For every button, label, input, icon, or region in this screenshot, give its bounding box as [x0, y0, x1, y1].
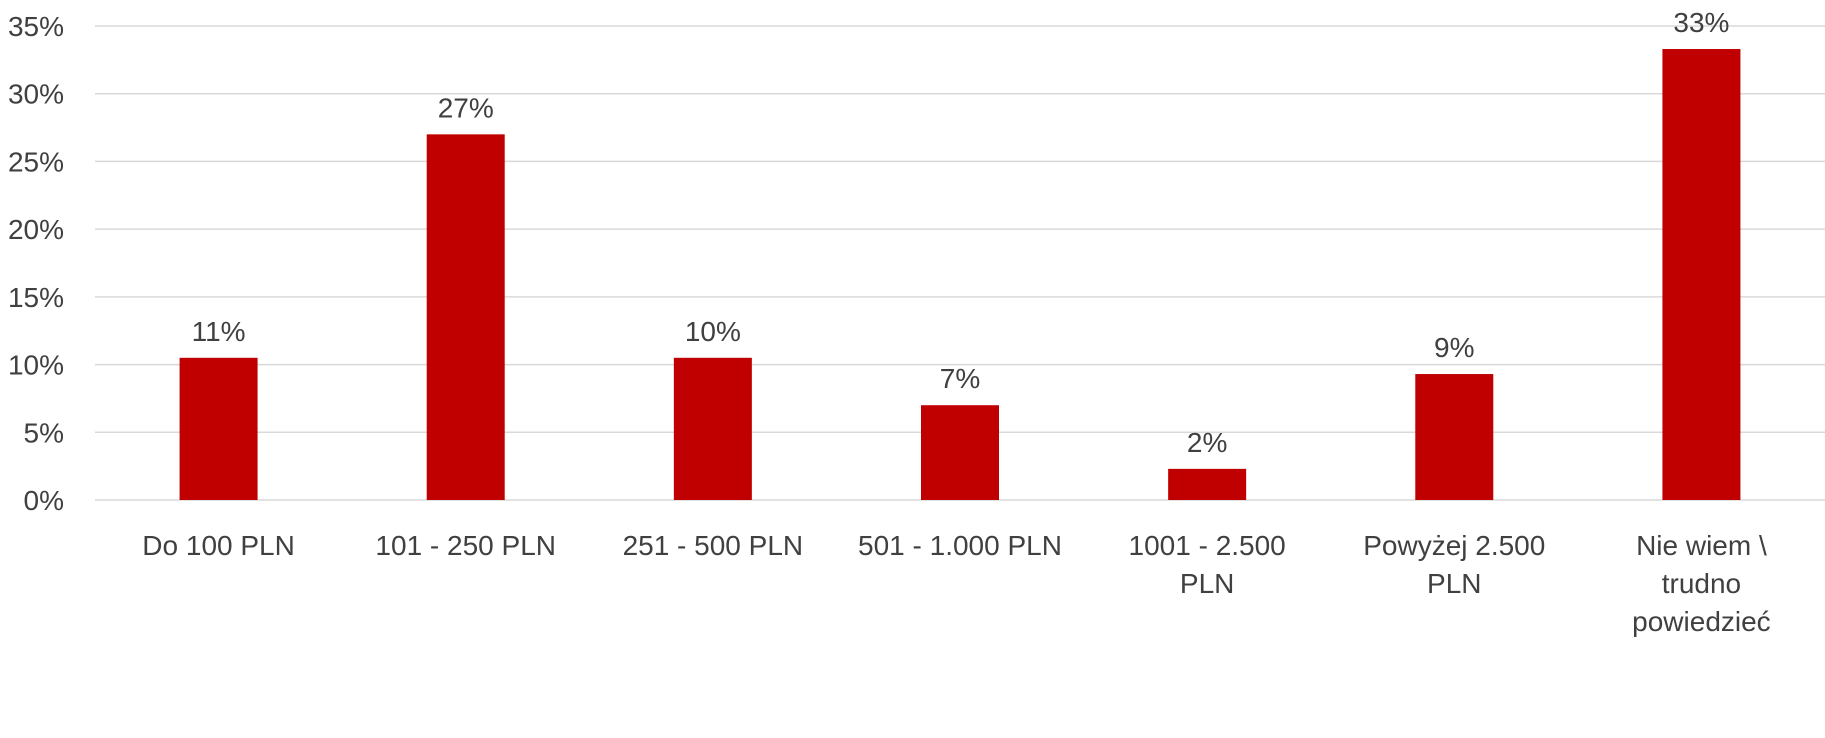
data-label: 7%: [940, 363, 980, 394]
x-category-label: Do 100 PLN: [142, 530, 295, 561]
y-tick-label: 30%: [8, 79, 64, 110]
x-category-label: 1001 - 2.500 PLN: [1129, 530, 1286, 599]
bar: [1415, 374, 1494, 500]
bar: [673, 357, 752, 500]
bar: [1168, 468, 1247, 500]
gridlines: [95, 25, 1825, 501]
bars: [179, 49, 1741, 501]
bar: [1662, 49, 1741, 500]
y-tick-label: 0%: [24, 485, 64, 516]
y-tick-label: 35%: [8, 11, 64, 42]
bar: [426, 134, 505, 501]
data-label: 10%: [685, 316, 741, 347]
y-tick-label: 20%: [8, 214, 64, 245]
data-label: 27%: [438, 92, 494, 123]
y-tick-label: 5%: [24, 417, 64, 448]
data-label: 11%: [192, 316, 246, 347]
data-label: 9%: [1434, 332, 1474, 363]
x-category-label: 101 - 250 PLN: [375, 530, 556, 561]
x-axis-categories: Do 100 PLN 101 - 250 PLN 251 - 500 PLN 501 …: [142, 530, 1770, 637]
bar: [921, 405, 999, 500]
data-labels: 11% 27% 10% 7% 2% 9% 33%: [192, 7, 1730, 458]
y-tick-label: 25%: [8, 146, 64, 177]
x-category-label: 501 - 1.000 PLN: [858, 530, 1062, 561]
y-axis-ticks: 0% 5% 10% 15% 20% 25% 30% 35%: [8, 11, 64, 516]
y-tick-label: 10%: [8, 350, 64, 381]
data-label: 33%: [1673, 7, 1729, 38]
data-label: 2%: [1187, 427, 1227, 458]
x-category-label: Nie wiem \ trudno powiedzieć: [1632, 530, 1771, 637]
x-category-label: 251 - 500 PLN: [623, 530, 804, 561]
y-tick-label: 15%: [8, 282, 64, 313]
bar: [179, 357, 258, 500]
x-category-label: Powyżej 2.500 PLN: [1363, 530, 1545, 599]
